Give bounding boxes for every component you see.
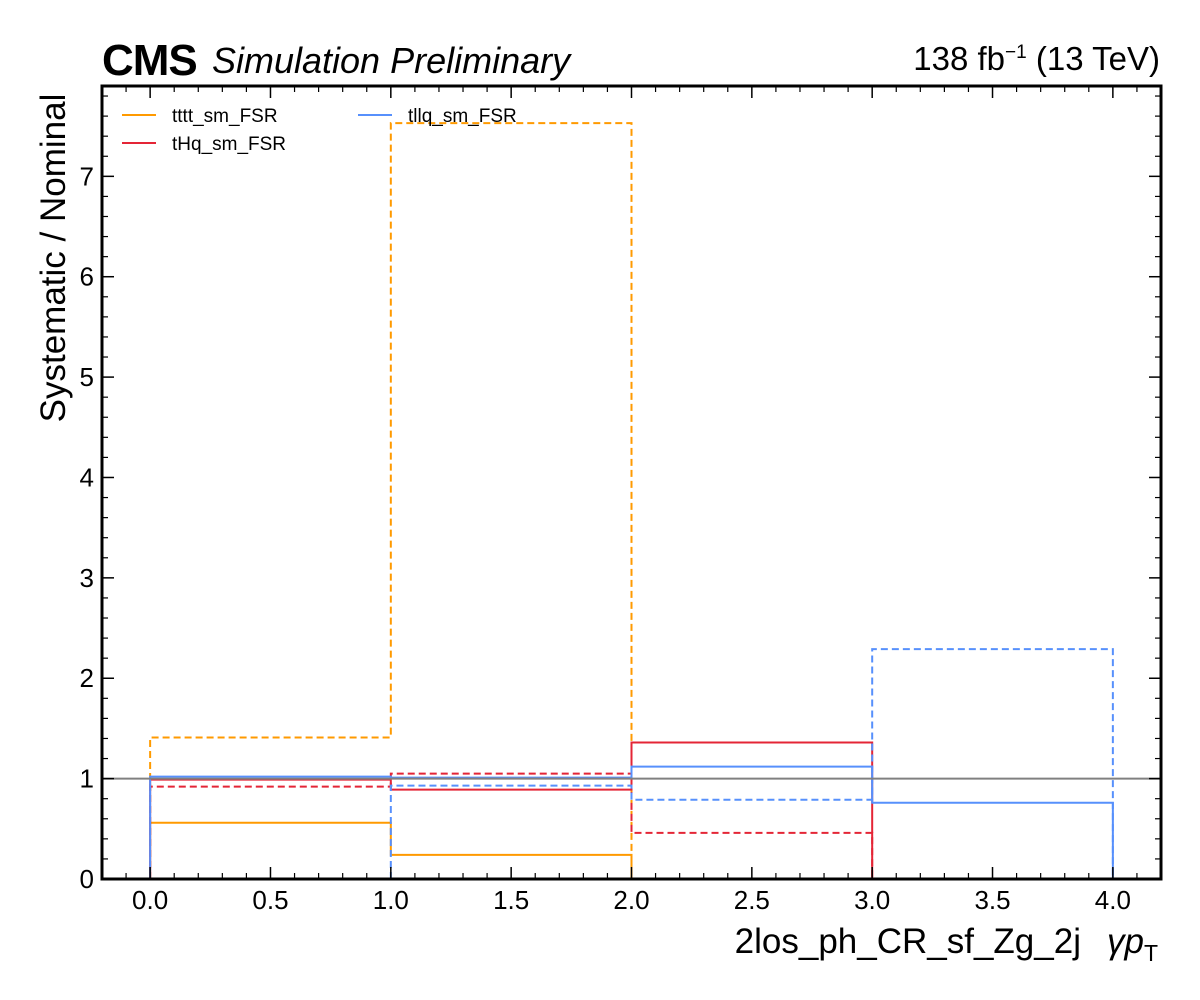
x-tick-label: 1.5 — [493, 885, 529, 915]
x-tick-label: 0.5 — [252, 885, 288, 915]
x-axis-region: 2los_ph_CR_sf_Zg_2j — [734, 922, 1081, 961]
series-tllq-sm-fsr-down — [389, 648, 1114, 879]
y-tick-label: 0 — [80, 864, 94, 894]
x-tick-label: 4.0 — [1095, 885, 1131, 915]
plot-frame — [100, 84, 1163, 881]
axis-ticks: 0.0 0.5 1.0 1.5 2.0 2.5 3.0 3.5 4.0 0 1 2 3 4 5 6 7 — [80, 86, 1162, 915]
legend-label-tttt-sm-fsr: tttt_sm_FSR — [172, 106, 278, 127]
luminosity-label: 138 fb−1 (13 TeV) — [913, 40, 1160, 78]
y-tick-label: 6 — [80, 262, 94, 292]
x-tick-label: 3.0 — [854, 885, 890, 915]
y-tick-label: 4 — [80, 462, 94, 492]
y-tick-label: 3 — [80, 563, 94, 593]
y-tick-label: 1 — [80, 764, 94, 794]
legend-label-thq-sm-fsr: tHq_sm_FSR — [172, 134, 286, 155]
x-tick-label: 0.0 — [132, 885, 168, 915]
series-thq-sm-fsr-down — [149, 772, 874, 879]
y-tick-label: 5 — [80, 362, 94, 392]
legend-label-tllq-sm-fsr: tllq_sm_FSR — [408, 106, 517, 127]
series-thq-sm-fsr-up — [149, 741, 874, 879]
lumi-exponent: −1 — [1005, 42, 1027, 63]
x-axis-subscript: T — [1143, 940, 1158, 966]
x-axis-label: 2los_ph_CR_sf_Zg_2j γpT — [735, 922, 1158, 967]
y-tick-label: 7 — [80, 161, 94, 191]
x-axis-variable: γpT — [1106, 922, 1158, 966]
y-axis-label: Systematic / Nominal — [34, 93, 73, 423]
x-tick-label: 1.0 — [373, 885, 409, 915]
series-layer — [149, 122, 1114, 879]
series-tttt-sm-fsr-down — [149, 122, 633, 879]
x-tick-label: 2.0 — [613, 885, 649, 915]
status-label: Simulation Preliminary — [212, 40, 571, 81]
energy-label: (13 TeV) — [1035, 40, 1160, 77]
legend: tttt_sm_FSR tHq_sm_FSR tllq_sm_FSR — [122, 106, 517, 155]
x-axis-symbol: γp — [1106, 922, 1144, 961]
series-tllq-sm-fsr-up — [149, 765, 1114, 879]
y-tick-label: 2 — [80, 663, 94, 693]
lumi-value: 138 fb — [913, 40, 1006, 77]
x-tick-label: 3.5 — [974, 885, 1010, 915]
experiment-label: CMS — [102, 36, 198, 85]
x-tick-label: 2.5 — [734, 885, 770, 915]
